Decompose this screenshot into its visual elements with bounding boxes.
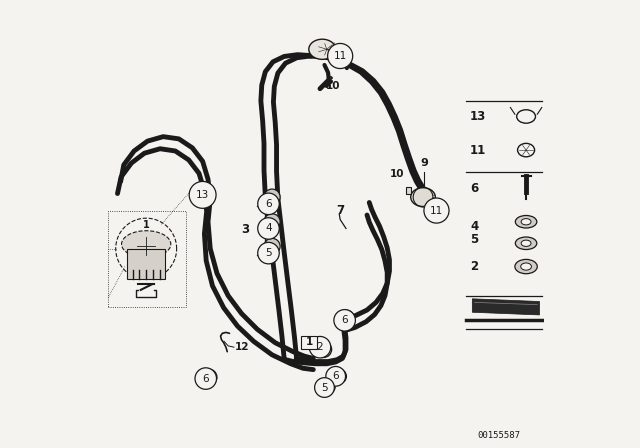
Bar (301, 336, 317, 349)
Text: 4: 4 (265, 224, 272, 233)
Text: 9: 9 (420, 158, 428, 168)
Text: 5: 5 (265, 248, 272, 258)
Text: 4: 4 (470, 220, 478, 233)
Ellipse shape (515, 215, 537, 228)
Ellipse shape (515, 259, 538, 274)
Circle shape (195, 368, 216, 389)
Ellipse shape (122, 231, 171, 258)
Text: 10: 10 (390, 169, 404, 179)
Circle shape (334, 310, 355, 331)
Circle shape (309, 336, 331, 358)
Circle shape (258, 242, 279, 264)
Text: 5: 5 (470, 233, 478, 246)
Polygon shape (472, 299, 540, 315)
Text: 6: 6 (332, 371, 339, 381)
Text: 6: 6 (202, 374, 209, 383)
Bar (127, 249, 165, 279)
Bar (108, 211, 186, 307)
Ellipse shape (309, 39, 336, 59)
Text: 1: 1 (306, 337, 313, 347)
Circle shape (424, 198, 449, 223)
Text: 00155587: 00155587 (477, 431, 521, 440)
Circle shape (264, 214, 280, 230)
Ellipse shape (521, 240, 531, 246)
Circle shape (321, 379, 335, 394)
Circle shape (315, 378, 334, 397)
Circle shape (258, 218, 279, 239)
Text: 5: 5 (321, 383, 328, 392)
Text: 13: 13 (196, 190, 209, 200)
Text: 7: 7 (336, 204, 344, 217)
Text: 6: 6 (341, 315, 348, 325)
Text: 8: 8 (325, 76, 333, 86)
Circle shape (316, 341, 332, 358)
Circle shape (326, 366, 346, 386)
Text: 10: 10 (326, 82, 340, 91)
Circle shape (201, 369, 217, 385)
Polygon shape (406, 187, 411, 194)
Circle shape (338, 310, 354, 326)
Ellipse shape (515, 237, 537, 250)
Text: 11: 11 (333, 51, 347, 61)
Text: 11: 11 (470, 143, 486, 157)
Text: 11: 11 (430, 206, 443, 215)
Text: 1: 1 (143, 220, 150, 230)
Circle shape (264, 189, 280, 205)
Text: 12: 12 (235, 342, 250, 352)
Text: 13: 13 (470, 110, 486, 123)
Text: 2: 2 (470, 260, 478, 273)
Text: 2: 2 (317, 342, 323, 352)
Text: 6: 6 (470, 181, 478, 195)
Ellipse shape (521, 219, 531, 225)
Circle shape (189, 181, 216, 208)
Text: 3: 3 (241, 223, 249, 237)
Circle shape (258, 193, 279, 215)
Circle shape (328, 43, 353, 69)
Text: 6: 6 (265, 199, 272, 209)
Ellipse shape (411, 188, 435, 207)
Circle shape (264, 238, 280, 254)
Ellipse shape (521, 263, 531, 270)
Circle shape (332, 369, 346, 383)
